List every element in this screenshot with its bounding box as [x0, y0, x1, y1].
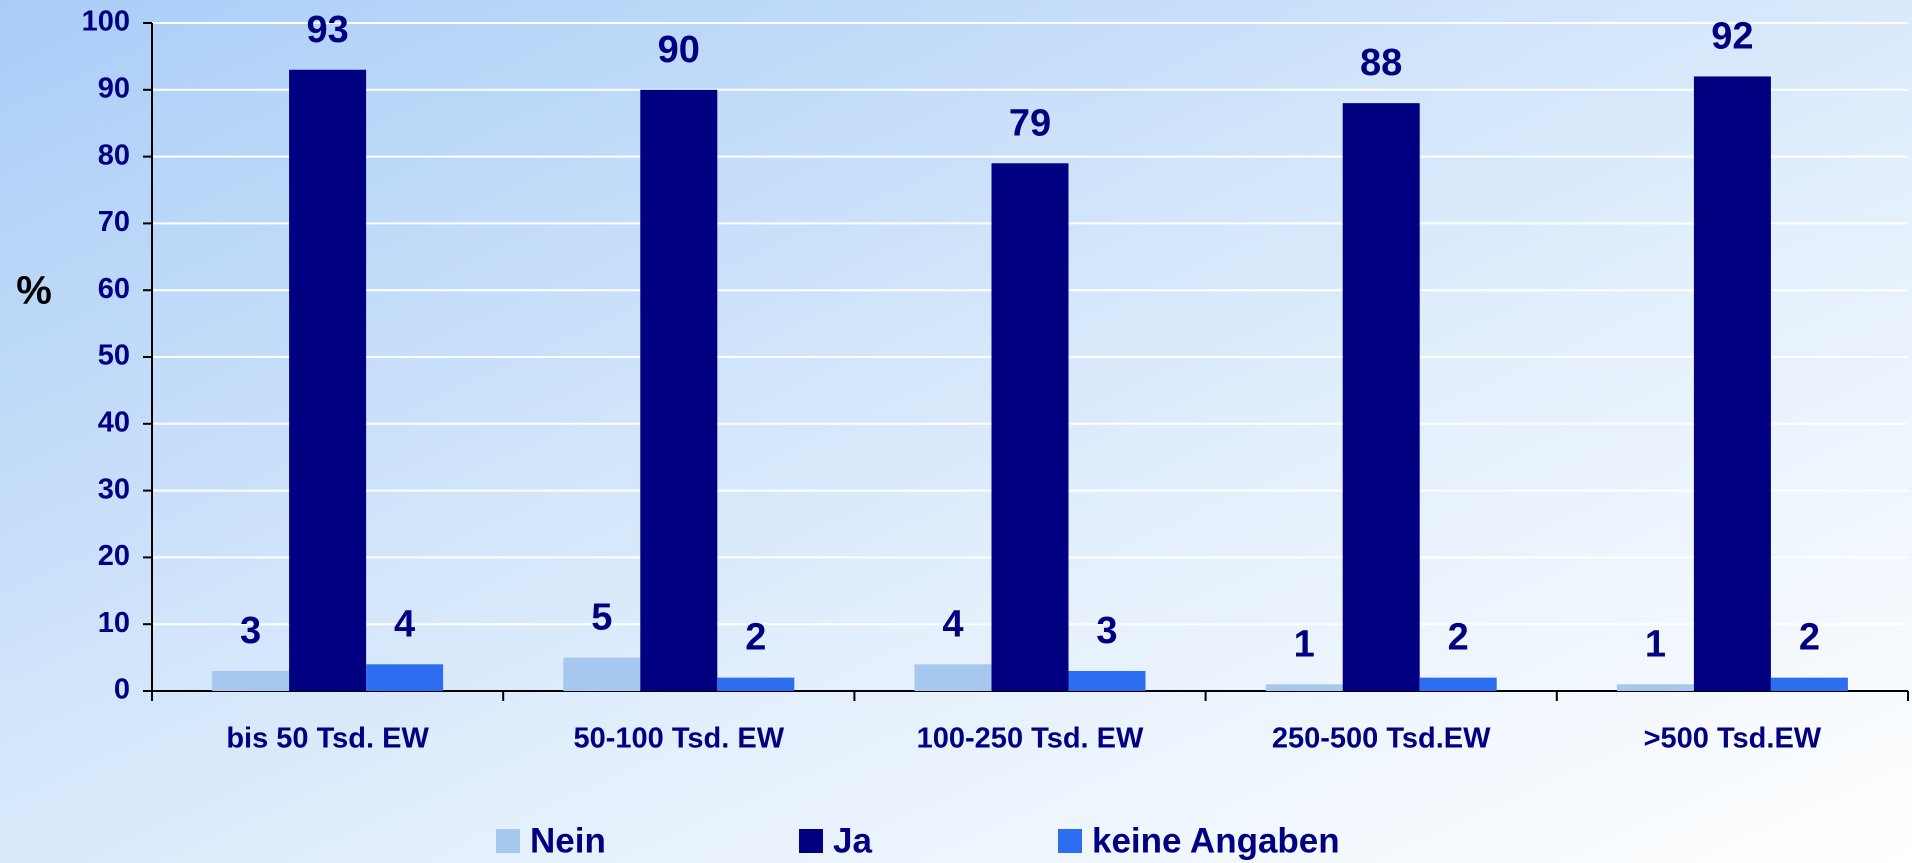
legend-label: keine Angaben [1092, 821, 1340, 860]
x-tick-label: 100-250 Tsd. EW [917, 723, 1144, 755]
data-label: 1 [1294, 623, 1315, 665]
x-tick-label: bis 50 Tsd. EW [226, 723, 429, 755]
data-label: 1 [1645, 623, 1666, 665]
y-tick-label: 0 [114, 674, 130, 706]
bar [1770, 677, 1848, 691]
data-label: 3 [1096, 610, 1117, 652]
legend-label: Ja [833, 821, 872, 860]
data-label: 2 [1799, 617, 1820, 659]
data-label: 2 [1448, 617, 1469, 659]
y-tick-label: 50 [98, 340, 130, 372]
y-axis-label: % [16, 269, 52, 313]
y-tick-label: 90 [98, 72, 130, 104]
y-tick-label: 100 [82, 6, 130, 38]
x-tick-label: >500 Tsd.EW [1644, 723, 1822, 755]
y-tick-label: 80 [98, 139, 130, 171]
bar [914, 664, 992, 691]
bar [563, 657, 641, 691]
x-tick-label: 50-100 Tsd. EW [574, 723, 785, 755]
y-tick-label: 70 [98, 206, 130, 238]
data-label: 3 [240, 610, 261, 652]
y-tick-label: 60 [98, 273, 130, 305]
data-label: 88 [1360, 42, 1402, 84]
y-tick-label: 30 [98, 473, 130, 505]
bar [366, 664, 444, 691]
data-label: 5 [591, 597, 612, 639]
y-tick-label: 20 [98, 540, 130, 572]
bar [289, 69, 367, 691]
data-label: 90 [658, 29, 700, 71]
bar [1265, 684, 1343, 691]
bar [1693, 76, 1771, 691]
data-label: 4 [394, 603, 415, 645]
legend-swatch [1058, 829, 1082, 853]
bar [640, 89, 718, 692]
data-label: 93 [306, 9, 348, 51]
data-label: 79 [1009, 102, 1051, 144]
data-label: 92 [1711, 15, 1753, 57]
legend-label: Nein [530, 821, 606, 860]
y-tick-label: 40 [98, 406, 130, 438]
bar [1419, 677, 1497, 691]
bar [1342, 103, 1420, 691]
bar [717, 677, 795, 691]
legend-swatch [799, 829, 823, 853]
bar [1068, 670, 1146, 691]
bar [212, 670, 290, 691]
data-label: 4 [942, 603, 963, 645]
bar [991, 163, 1069, 691]
legend-swatch [496, 829, 520, 853]
x-tick-label: 250-500 Tsd.EW [1272, 723, 1491, 755]
data-label: 2 [745, 617, 766, 659]
bar [1616, 684, 1694, 691]
y-tick-label: 10 [98, 607, 130, 639]
